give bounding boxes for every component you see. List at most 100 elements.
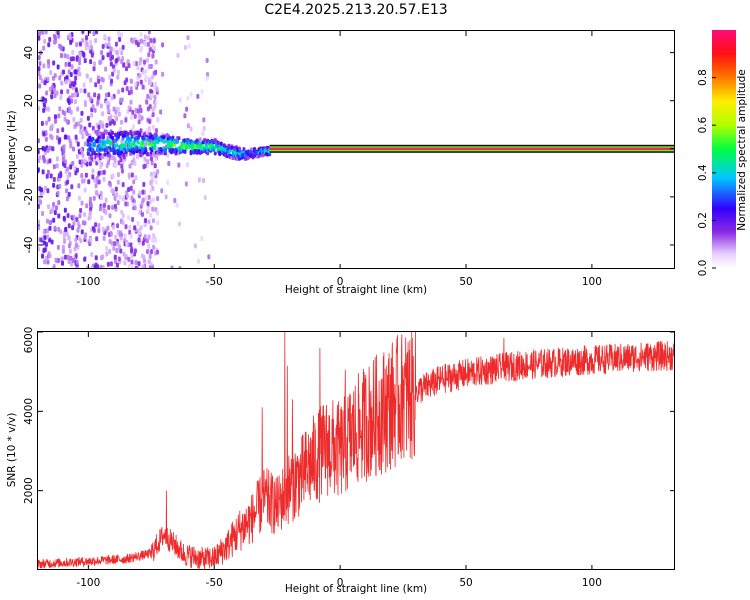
spectrogram-cell [78,159,82,165]
spectrogram-cell [62,234,66,240]
spectrogram-cell [197,177,201,183]
spectrogram-cell [38,75,42,81]
spectrogram-cell [49,133,53,139]
spectrogram-cell [124,253,128,259]
spectrogram-cell [95,157,99,162]
spectrogram-cell [133,82,137,88]
spectrogram-cell [89,59,93,65]
spectrogram-cell [111,130,115,135]
spectrogram-cell [200,236,204,242]
spectrogram-cell [130,259,134,265]
spectrogram-cell [102,169,106,175]
spectrogram-cell [177,162,181,168]
spectrogram-cell [73,246,77,252]
spectrogram-cell [93,177,97,183]
spectrogram-x-tick-label: 0 [337,276,344,288]
spectrogram-cell [71,92,75,98]
spectrogram-cell [127,256,131,262]
spectrogram-cell [42,107,46,113]
spectrogram-cell [152,236,156,242]
spectrogram-cell [143,222,147,228]
spectrogram-cell [51,146,55,152]
spectrogram-cell [51,206,55,212]
spectrogram-cell [113,254,117,260]
spectrogram-cell [184,181,188,187]
spectrogram-cell [61,248,65,254]
spectrogram-cell [115,247,119,253]
spectrogram-cell [56,128,60,134]
spectrogram-cell [130,78,134,84]
spectrogram-cell [45,90,49,96]
snr-y-tick-label: 6000 [23,327,35,354]
spectrogram-cell [111,135,115,140]
spectrogram-cell [124,201,128,207]
snr-x-axis-label: Height of straight line (km) [285,583,427,595]
spectrogram-cell [74,75,78,81]
spectrogram-cell [59,45,63,51]
spectrogram-cell [38,31,42,37]
spectrogram-cell [46,259,50,265]
spectrogram-cell [139,225,143,231]
spectrogram-cell [100,147,104,152]
spectrogram-cell [176,52,180,58]
spectrogram-cell [75,56,79,62]
spectrogram-cell [126,131,130,136]
spectrogram-cell [103,152,107,157]
spectrogram-cell [143,156,147,162]
spectrogram-frame [37,30,675,269]
spectrogram-cell [38,66,41,72]
spectrogram-cell [56,64,60,70]
spectrogram-cell [43,80,47,86]
spectrogram-cell [88,96,92,102]
spectrogram-cell [107,116,111,122]
spectrogram-x-ticks: -100 -50 0 50 100 [76,31,602,288]
spectrogram-cell [138,229,142,235]
spectrogram-cell [77,183,81,189]
spectrogram-cell [63,163,67,169]
spectrogram-cell [90,112,94,118]
spectrogram-cell [133,225,137,231]
spectrogram-cell [156,116,160,122]
spectrogram-cell [177,136,181,141]
spectrogram-cell [100,195,104,201]
spectrogram-cell [49,173,53,179]
spectrogram-x-tick-label: -100 [76,276,100,288]
spectrogram-cell [115,241,119,247]
spectrogram-cell [52,164,56,170]
spectrogram-cell [84,172,88,178]
spectrogram-cell [67,61,71,67]
spectrogram-cell [74,99,78,105]
spectrogram-cell [112,156,116,161]
spectrogram-cell [97,78,101,84]
spectrogram-cell [130,253,134,259]
spectrogram-cell [97,124,101,130]
spectrogram-cell [80,110,84,116]
spectrogram-cell [106,156,110,161]
spectrogram-cell [61,244,65,250]
spectrogram-cell [63,254,67,260]
spectrogram-cell [72,221,76,227]
spectrogram-cell [95,190,99,196]
spectrogram-cell [80,129,84,135]
spectrogram-cell [147,142,151,147]
spectrogram-cell [38,225,41,231]
spectrogram-cell [61,127,65,133]
spectrogram-cell [121,87,125,93]
spectrogram-cell [80,229,84,235]
spectrogram-cell [92,66,96,72]
spectrogram-cell [38,35,41,41]
spectrogram-cell [134,40,138,46]
spectrogram-cell [144,68,148,74]
spectrogram-cell [46,188,50,194]
spectrogram-cell [138,73,142,79]
spectrogram-cell [148,80,152,86]
spectrogram-cell [152,244,156,250]
spectrogram-cell [156,169,160,175]
spectrogram-cell [67,235,71,241]
spectrogram-cell [112,189,116,195]
spectrogram-cell [149,179,153,185]
spectrogram-cell [206,151,210,156]
spectrogram-cell [43,247,47,253]
spectrogram-cell [73,69,77,75]
spectrogram-cell [67,99,71,105]
